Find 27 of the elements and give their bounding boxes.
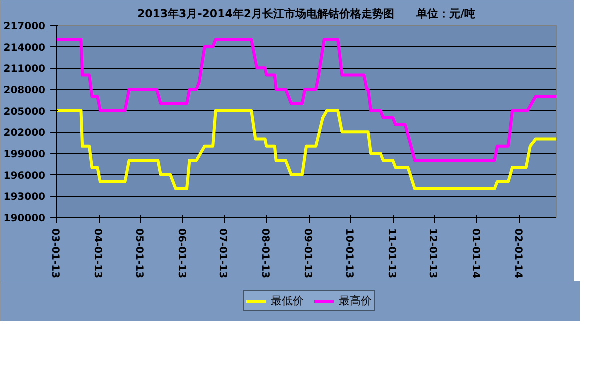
y-tick-label: 196000 (4, 170, 46, 182)
x-tick-label: 01-01-14 (470, 228, 481, 279)
x-tick-label: 06-01-13 (176, 228, 187, 279)
x-tick-label: 03-01-13 (50, 228, 60, 279)
y-tick-label: 199000 (4, 150, 46, 160)
legend-label: 最低价 (271, 294, 304, 308)
y-tick-label: 202000 (4, 128, 46, 140)
y-tick-label: 217000 (4, 22, 46, 32)
y-tick-label: 214000 (4, 42, 46, 54)
y-tick-label: 208000 (4, 86, 46, 96)
chart-title: 2013年3月-2014年2月长江市场电解钴价格走势图 单位：元/吨 (137, 8, 476, 20)
y-tick-label: 211000 (4, 64, 46, 76)
x-tick-label: 12-01-13 (427, 228, 438, 279)
x-tick-label: 09-01-13 (302, 228, 314, 279)
x-tick-label: 04-01-13 (92, 228, 104, 279)
x-tick-label: 11-01-13 (386, 228, 398, 279)
y-tick-label: 205000 (4, 106, 46, 118)
x-tick-label: 10-01-13 (343, 228, 354, 279)
x-tick-label: 08-01-13 (260, 228, 271, 279)
legend-label: 最高价 (339, 294, 372, 308)
y-tick-label: 190000 (4, 214, 46, 224)
x-tick-label: 02-01-14 (512, 228, 524, 279)
x-tick-label: 07-01-13 (217, 228, 228, 279)
line-series (56, 38, 556, 162)
x-tick-label: 05-01-13 (133, 228, 144, 279)
line-series (56, 109, 556, 191)
y-tick-label: 193000 (4, 192, 46, 204)
